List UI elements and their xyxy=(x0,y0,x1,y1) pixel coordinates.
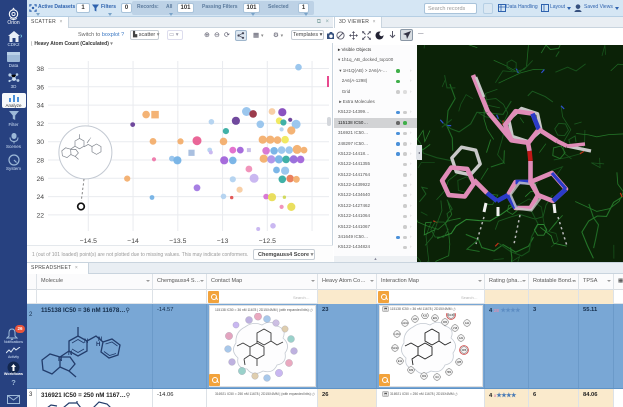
svg-text:H: H xyxy=(96,342,100,348)
svg-text:V18: V18 xyxy=(453,327,458,330)
svg-text:L83: L83 xyxy=(413,318,418,321)
svg-text:−13.5: −13.5 xyxy=(169,238,186,245)
svg-text:D86: D86 xyxy=(462,349,467,352)
svg-text:D145: D145 xyxy=(448,314,454,317)
svg-text:K33: K33 xyxy=(423,315,428,318)
svg-text:32: 32 xyxy=(36,121,44,128)
svg-text:N: N xyxy=(84,339,88,345)
svg-text:A144: A144 xyxy=(402,322,408,325)
svg-text:36: 36 xyxy=(36,84,44,91)
svg-text:N: N xyxy=(58,357,62,363)
svg-text:22: 22 xyxy=(36,212,44,219)
svg-text:Q85: Q85 xyxy=(457,361,462,364)
svg-text:28: 28 xyxy=(36,158,44,165)
svg-text:I10: I10 xyxy=(435,376,439,379)
svg-text:30: 30 xyxy=(36,139,44,146)
svg-text:G11: G11 xyxy=(465,322,470,325)
svg-text:−14: −14 xyxy=(127,238,139,245)
svg-text:−12.5: −12.5 xyxy=(259,238,276,245)
svg-text:E12: E12 xyxy=(398,360,403,363)
svg-text:24: 24 xyxy=(36,194,44,201)
svg-text:A31: A31 xyxy=(459,337,464,340)
svg-text:−13: −13 xyxy=(217,238,229,245)
svg-text:L134: L134 xyxy=(394,333,400,336)
svg-text:34: 34 xyxy=(36,103,44,110)
svg-text:N: N xyxy=(98,337,102,343)
svg-text:F82: F82 xyxy=(422,375,427,378)
svg-text:26: 26 xyxy=(36,176,44,183)
svg-text:38: 38 xyxy=(36,66,44,73)
svg-text:N132: N132 xyxy=(392,347,398,350)
svg-text:H84: H84 xyxy=(447,371,452,374)
svg-text:K89: K89 xyxy=(409,369,414,372)
svg-text:−14.5: −14.5 xyxy=(80,238,97,245)
svg-text:E81: E81 xyxy=(433,317,438,320)
svg-text:F80: F80 xyxy=(443,321,448,324)
svg-text:N: N xyxy=(68,351,72,357)
